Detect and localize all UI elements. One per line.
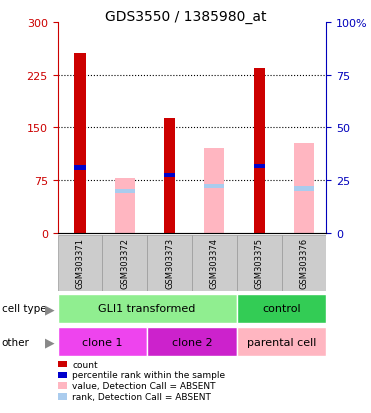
- Bar: [164, 173, 175, 178]
- Bar: [237, 294, 326, 324]
- Bar: [237, 327, 326, 356]
- Text: GLI1 transformed: GLI1 transformed: [98, 304, 196, 314]
- Bar: [58, 294, 237, 324]
- Bar: [58, 235, 102, 291]
- Bar: [294, 187, 314, 191]
- Text: GSM303375: GSM303375: [255, 238, 264, 289]
- Text: GDS3550 / 1385980_at: GDS3550 / 1385980_at: [105, 10, 266, 24]
- Text: GSM303373: GSM303373: [165, 238, 174, 289]
- Bar: [147, 235, 192, 291]
- Text: rank, Detection Call = ABSENT: rank, Detection Call = ABSENT: [72, 392, 211, 401]
- Bar: [74, 54, 86, 233]
- Bar: [102, 235, 147, 291]
- Text: GSM303371: GSM303371: [75, 238, 85, 289]
- Text: cell type: cell type: [2, 304, 46, 314]
- Text: GSM303374: GSM303374: [210, 238, 219, 289]
- Text: percentile rank within the sample: percentile rank within the sample: [72, 370, 226, 380]
- Bar: [282, 235, 326, 291]
- Text: count: count: [72, 360, 98, 369]
- Bar: [58, 327, 147, 356]
- Bar: [294, 143, 314, 233]
- Bar: [204, 149, 224, 233]
- Text: parental cell: parental cell: [247, 337, 316, 347]
- Text: GSM303372: GSM303372: [120, 238, 129, 289]
- Text: GSM303376: GSM303376: [299, 238, 309, 289]
- Text: other: other: [2, 337, 30, 347]
- Text: clone 2: clone 2: [172, 337, 212, 347]
- Text: control: control: [262, 304, 301, 314]
- Text: value, Detection Call = ABSENT: value, Detection Call = ABSENT: [72, 381, 216, 390]
- Bar: [164, 119, 175, 233]
- Bar: [115, 189, 135, 193]
- Bar: [74, 166, 86, 170]
- Bar: [115, 178, 135, 233]
- Text: ▶: ▶: [45, 302, 55, 315]
- Bar: [254, 164, 265, 169]
- Bar: [204, 184, 224, 188]
- Text: clone 1: clone 1: [82, 337, 122, 347]
- Bar: [237, 235, 282, 291]
- Bar: [254, 68, 265, 233]
- Bar: [147, 327, 237, 356]
- Bar: [192, 235, 237, 291]
- Text: ▶: ▶: [45, 335, 55, 348]
